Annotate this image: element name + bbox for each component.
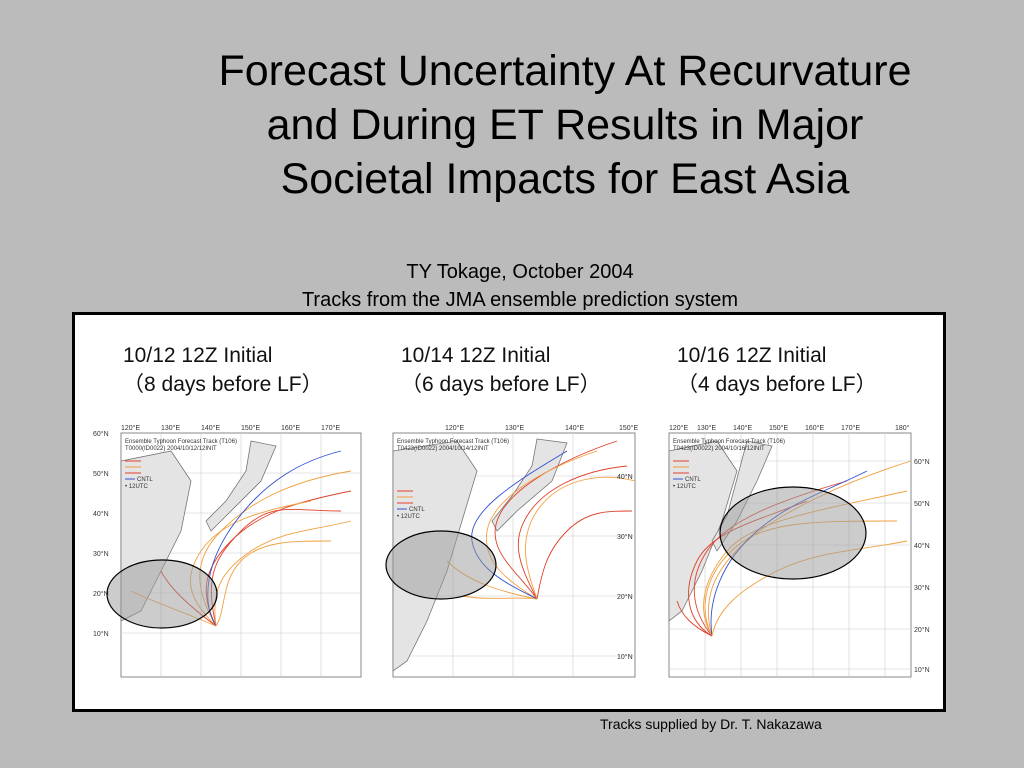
panel-3-heading: 10/16 12Z Initial （4 days before LF） bbox=[677, 341, 877, 399]
panel-1-title: 10/12 12Z Initial bbox=[123, 344, 273, 367]
map-1-lat-2: 50°N bbox=[93, 470, 109, 478]
panel-1-heading: 10/12 12Z Initial （8 days before LF） bbox=[123, 341, 323, 399]
map-3-legend-cntl: CNTL bbox=[685, 477, 701, 483]
panel-1-subtitle: （8 days before LF） bbox=[123, 373, 323, 396]
map-2-axis-labels: 120°E 130°E 140°E 150°E 40°N 30°N 20°N 1… bbox=[445, 424, 638, 661]
title-line-2: and During ET Results in Major bbox=[266, 101, 864, 149]
map-1-lon-4: 150°E bbox=[241, 424, 260, 432]
map-1-lon-1: 120°E bbox=[121, 424, 140, 432]
map-3-lon-3: 140°E bbox=[733, 424, 752, 432]
slide-title: Forecast Uncertainty At Recurvature and … bbox=[180, 44, 950, 206]
caption-line-2: Tracks from the JMA ensemble prediction … bbox=[301, 289, 739, 311]
map-1-axis-labels: 120°E 130°E 140°E 150°E 160°E 170°E 60°N… bbox=[93, 424, 340, 638]
panel-3-subtitle: （4 days before LF） bbox=[677, 373, 877, 396]
title-line-1: Forecast Uncertainty At Recurvature bbox=[218, 47, 912, 95]
map-1-legend-marker: • 12UTC bbox=[125, 484, 148, 490]
ensemble-track-figure: 10/12 12Z Initial （8 days before LF） 10/… bbox=[72, 312, 946, 712]
map-3-lon-7: 180° bbox=[895, 424, 910, 432]
map-2-lat-3: 20°N bbox=[617, 593, 633, 601]
map-1-lat-3: 40°N bbox=[93, 510, 109, 518]
map-1-lat-5: 20°N bbox=[93, 590, 109, 598]
map-1-map-subtitle: T0000(ID0022) 2004/10/12/12INIT bbox=[125, 446, 217, 452]
map-1-lat-1: 60°N bbox=[93, 430, 109, 438]
panel-2-heading: 10/14 12Z Initial （6 days before LF） bbox=[401, 341, 601, 399]
map-1-legend: Ensemble Typhoon Forecast Track (T106) T… bbox=[125, 439, 237, 490]
map-3-land bbox=[668, 440, 738, 622]
title-line-3: Societal Impacts for East Asia bbox=[280, 155, 850, 203]
map-2-uncertainty-ellipse bbox=[385, 530, 497, 600]
map-3-map-title: Ensemble Typhoon Forecast Track (T106) bbox=[673, 439, 785, 445]
map-1-lon-5: 160°E bbox=[281, 424, 300, 432]
map-1-map-title: Ensemble Typhoon Forecast Track (T106) bbox=[125, 439, 237, 445]
slide-caption: TY Tokage, October 2004 Tracks from the … bbox=[200, 258, 840, 314]
panel-3-title: 10/16 12Z Initial bbox=[677, 344, 827, 367]
map-3-uncertainty-ellipse bbox=[719, 486, 867, 580]
map-2-legend-cntl: CNTL bbox=[409, 507, 425, 513]
map-2-lat-4: 10°N bbox=[617, 653, 633, 661]
map-3-legend: Ensemble Typhoon Forecast Track (T106) T… bbox=[673, 439, 785, 490]
map-2-lon-4: 150°E bbox=[619, 424, 638, 432]
track-map-3: 120°E 130°E 140°E 150°E 160°E 170°E 180°… bbox=[667, 421, 937, 691]
caption-line-1: TY Tokage, October 2004 bbox=[406, 261, 634, 283]
map-3-lat-3: 40°N bbox=[914, 542, 930, 550]
map-2-legend-marker: • 12UTC bbox=[397, 514, 420, 520]
map-1-japan bbox=[205, 440, 277, 532]
map-2-lon-2: 130°E bbox=[505, 424, 524, 432]
map-3-lon-6: 170°E bbox=[841, 424, 860, 432]
map-2-lat-2: 30°N bbox=[617, 533, 633, 541]
map-2-lon-1: 120°E bbox=[445, 424, 464, 432]
panel-2-subtitle: （6 days before LF） bbox=[401, 373, 601, 396]
map-1-legend-cntl: CNTL bbox=[137, 477, 153, 483]
map-2-map-subtitle: T0423(ID0022) 2004/10/14/12INIT bbox=[397, 446, 489, 452]
map-2-lon-3: 140°E bbox=[565, 424, 584, 432]
map-1-lat-6: 10°N bbox=[93, 630, 109, 638]
map-2-legend: Ensemble Typhoon Forecast Track (T106) T… bbox=[397, 439, 509, 520]
credit-note: Tracks supplied by Dr. T. Nakazawa bbox=[600, 716, 822, 732]
map-3-lat-6: 10°N bbox=[914, 666, 930, 674]
map-3-lon-5: 160°E bbox=[805, 424, 824, 432]
map-3-lat-4: 30°N bbox=[914, 584, 930, 592]
map-3-lat-5: 20°N bbox=[914, 626, 930, 634]
map-3-axis-labels: 120°E 130°E 140°E 150°E 160°E 170°E 180°… bbox=[669, 424, 930, 674]
map-3-legend-marker: • 12UTC bbox=[673, 484, 696, 490]
map-1-lon-3: 140°E bbox=[201, 424, 220, 432]
panel-2-title: 10/14 12Z Initial bbox=[401, 344, 551, 367]
map-1-lon-6: 170°E bbox=[321, 424, 340, 432]
map-1-lon-2: 130°E bbox=[161, 424, 180, 432]
track-map-2: 120°E 130°E 140°E 150°E 40°N 30°N 20°N 1… bbox=[367, 421, 645, 691]
map-1-uncertainty-ellipse bbox=[106, 559, 218, 629]
map-3-lon-2: 130°E bbox=[697, 424, 716, 432]
map-3-lon-1: 120°E bbox=[669, 424, 688, 432]
map-2-map-title: Ensemble Typhoon Forecast Track (T106) bbox=[397, 439, 509, 445]
map-3-lon-4: 150°E bbox=[769, 424, 788, 432]
map-2-lat-1: 40°N bbox=[617, 473, 633, 481]
map-3-map-subtitle: T0423(ID0022) 2004/10/16/12INIT bbox=[673, 446, 765, 452]
map-3-lat-2: 50°N bbox=[914, 500, 930, 508]
map-3-lat-1: 60°N bbox=[914, 458, 930, 466]
track-map-1: 120°E 130°E 140°E 150°E 160°E 170°E 60°N… bbox=[91, 421, 363, 691]
map-1-lat-4: 30°N bbox=[93, 550, 109, 558]
